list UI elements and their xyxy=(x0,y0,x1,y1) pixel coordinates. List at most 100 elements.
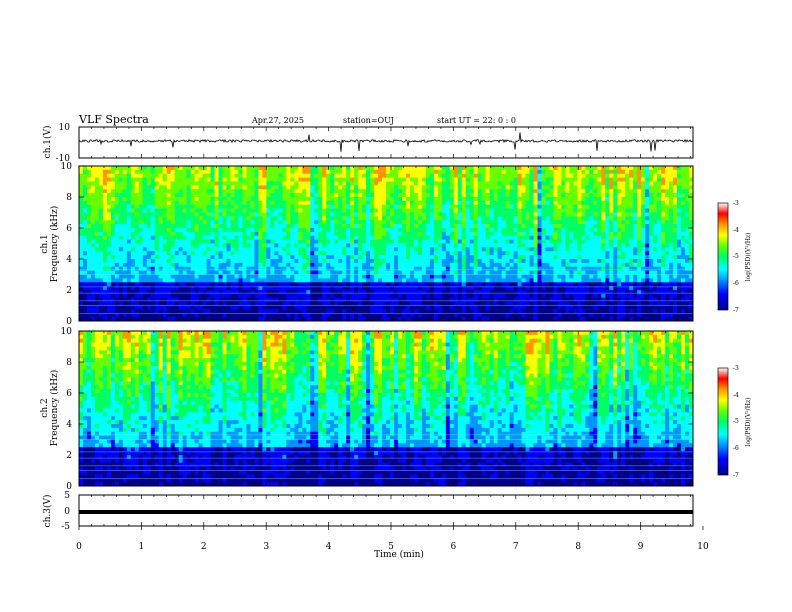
heatmap-cell xyxy=(465,274,471,279)
heatmap-cell xyxy=(489,189,495,194)
heatmap-cell xyxy=(613,193,618,198)
heatmap-cell xyxy=(150,189,156,194)
heatmap-cell xyxy=(230,173,235,179)
heatmap-cell xyxy=(593,166,598,171)
heatmap-cell xyxy=(389,204,395,210)
heatmap-cell xyxy=(633,255,638,260)
heatmap-cell xyxy=(246,193,251,198)
heatmap-cell xyxy=(501,231,507,237)
heatmap-cell xyxy=(82,166,88,171)
heatmap-cell xyxy=(174,282,180,287)
heatmap-cell xyxy=(453,224,459,229)
heatmap-cell xyxy=(318,266,323,272)
heatmap-cell xyxy=(621,239,626,244)
heatmap-cell xyxy=(453,189,459,194)
heatmap-cell xyxy=(469,235,475,241)
heatmap-cell xyxy=(593,231,598,237)
heatmap-cell xyxy=(653,239,658,244)
heatmap-cell xyxy=(457,224,463,229)
heatmap-cell xyxy=(425,193,431,198)
heatmap-cell xyxy=(202,235,207,241)
heatmap-cell xyxy=(509,200,514,206)
heatmap-cell xyxy=(641,247,646,252)
heatmap-cell xyxy=(130,235,136,241)
heatmap-cell xyxy=(282,197,287,202)
heatmap-cell xyxy=(126,270,132,275)
heatmap-cell xyxy=(601,212,606,217)
heatmap-cell xyxy=(150,212,156,217)
heatmap-cell xyxy=(649,270,654,275)
heatmap-cell xyxy=(330,208,335,213)
heatmap-cell xyxy=(210,231,215,237)
heatmap-cell xyxy=(334,228,339,233)
heatmap-cell xyxy=(529,270,534,275)
heatmap-cell xyxy=(429,228,435,233)
heatmap-cell xyxy=(198,197,203,202)
heatmap-cell xyxy=(649,185,654,190)
heatmap-cell xyxy=(577,266,582,272)
heatmap-cell xyxy=(441,251,447,256)
heatmap-cell xyxy=(350,282,355,287)
heatmap-cell xyxy=(190,266,196,272)
heatmap-cell xyxy=(358,173,363,179)
heatmap-cell xyxy=(493,220,499,225)
heatmap-cell xyxy=(569,169,574,175)
heatmap-cell xyxy=(689,255,694,260)
heatmap-cell xyxy=(457,193,463,198)
heatmap-cell xyxy=(585,247,590,252)
heatmap-cell xyxy=(393,255,399,260)
heatmap-cell xyxy=(130,262,136,268)
heatmap-cell xyxy=(529,181,534,186)
heatmap-cell xyxy=(338,278,343,283)
heatmap-cell xyxy=(409,247,415,252)
heatmap-cell xyxy=(549,278,554,283)
heatmap-cell xyxy=(601,243,606,248)
heatmap-cell xyxy=(413,247,419,252)
heatmap-cell xyxy=(681,243,686,248)
heatmap-cell xyxy=(485,220,491,225)
heatmap-cell xyxy=(126,224,132,229)
heatmap-cell xyxy=(621,231,626,237)
heatmap-cell xyxy=(673,228,678,233)
heatmap-cell xyxy=(278,212,283,217)
heatmap-cell xyxy=(174,208,180,213)
heatmap-cell xyxy=(170,228,176,233)
heatmap-cell xyxy=(577,197,582,202)
heatmap-cell xyxy=(178,231,184,237)
heatmap-cell xyxy=(445,204,451,210)
heatmap-cell xyxy=(665,208,670,213)
heatmap-cell xyxy=(437,235,443,241)
heatmap-cell xyxy=(613,259,618,264)
heatmap-cell xyxy=(134,259,140,264)
heatmap-cell xyxy=(549,181,554,186)
heatmap-cell xyxy=(122,231,128,237)
heatmap-cell xyxy=(142,193,148,198)
heatmap-cell xyxy=(79,224,84,229)
heatmap-cell xyxy=(577,274,582,279)
heatmap-cell xyxy=(266,197,271,202)
heatmap-cell xyxy=(549,262,554,268)
heatmap-cell xyxy=(266,278,271,283)
heatmap-cell xyxy=(609,262,614,268)
heatmap-cell xyxy=(389,259,395,264)
heatmap-cell xyxy=(266,247,271,252)
heatmap-cell xyxy=(130,193,136,198)
heatmap-cell xyxy=(90,200,96,206)
heatmap-cell xyxy=(242,231,247,237)
heatmap-cell xyxy=(278,193,283,198)
heatmap-cell xyxy=(98,243,104,248)
heatmap-cell xyxy=(110,251,116,256)
heatmap-cell xyxy=(621,173,626,179)
heatmap-cell xyxy=(134,200,140,206)
heatmap-cell xyxy=(389,282,395,287)
heatmap-cell xyxy=(485,166,491,171)
heatmap-cell xyxy=(354,181,359,186)
heatmap-cell xyxy=(577,216,582,221)
heatmap-cell xyxy=(198,251,203,256)
heatmap-cell xyxy=(250,216,255,221)
heatmap-cell xyxy=(270,251,275,256)
heatmap-cell xyxy=(350,251,355,256)
heatmap-cell xyxy=(334,181,339,186)
heatmap-cell xyxy=(509,247,514,252)
heatmap-cell xyxy=(541,197,546,202)
